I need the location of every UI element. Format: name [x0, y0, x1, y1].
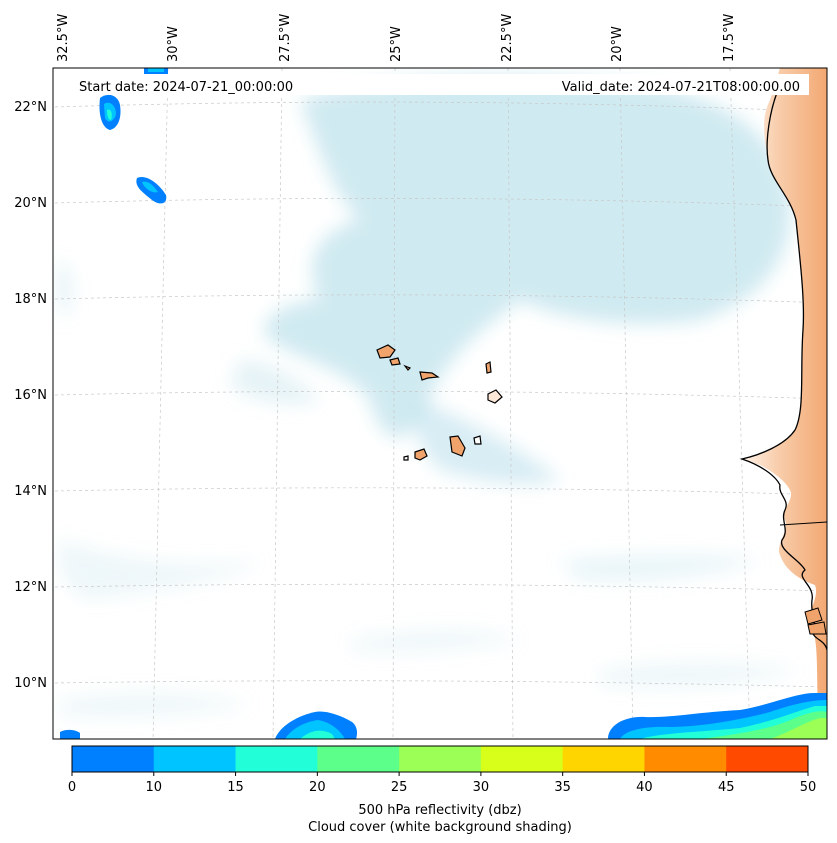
colorbar-segment — [726, 746, 809, 772]
colorbar-segment — [399, 746, 482, 772]
lon-label-27-5w: 27.5°W — [278, 14, 293, 62]
colorbar: 0 10 15 20 25 30 35 40 45 50 — [68, 745, 817, 795]
colorbar-title: 500 hPa reflectivity (dbz) — [358, 803, 521, 818]
lat-label-16n: 16°N — [14, 388, 47, 403]
colorbar-tick-label: 0 — [68, 780, 76, 795]
colorbar-tick-label: 50 — [800, 780, 817, 795]
lat-label-12n: 12°N — [14, 580, 47, 595]
colorbar-segment — [644, 746, 727, 772]
lon-label-25w: 25°W — [389, 26, 404, 62]
colorbar-tick-label: 25 — [391, 780, 408, 795]
gridlines — [54, 68, 827, 739]
reflectivity-echoes — [60, 68, 827, 739]
colorbar-segment — [562, 746, 645, 772]
colorbar-tick-label: 15 — [227, 780, 244, 795]
gambia-river — [779, 521, 827, 526]
colorbar-tick-label: 35 — [554, 780, 571, 795]
africa-coast-land — [742, 68, 827, 739]
map-frame — [52, 67, 828, 740]
colorbar-segment — [72, 746, 155, 772]
start-date-text: Start date: 2024-07-21_00:00:00 — [79, 80, 293, 95]
colorbar-segment — [480, 746, 564, 772]
lon-label-20w: 20°W — [610, 26, 625, 62]
colorbar-tick-label: 40 — [636, 780, 653, 795]
colorbar-segment — [153, 746, 237, 772]
lat-label-18n: 18°N — [14, 292, 47, 307]
lat-label-20n: 20°N — [14, 196, 47, 211]
colorbar-segment — [317, 746, 400, 772]
colorbar-segment — [235, 746, 318, 772]
lat-label-10n: 10°N — [14, 676, 47, 691]
cloud-cover-shading — [56, 76, 800, 717]
colorbar-frame — [71, 745, 809, 773]
lat-label-22n: 22°N — [14, 100, 47, 115]
lat-label-14n: 14°N — [14, 484, 47, 499]
lon-label-22-5w: 22.5°W — [500, 14, 515, 62]
cape-verde-islands — [376, 344, 503, 461]
date-header-band — [71, 74, 809, 95]
lon-label-32-5w: 32.5°W — [56, 14, 71, 62]
guinea-bissau-islands — [804, 607, 827, 635]
africa-coastline — [739, 89, 827, 651]
colorbar-tick-label: 30 — [473, 780, 490, 795]
latitude-labels: 22°N 20°N 18°N 16°N 14°N 12°N 10°N — [14, 100, 47, 691]
lon-label-30w: 30°W — [166, 26, 181, 62]
colorbar-tick-label: 45 — [718, 780, 735, 795]
lon-label-17-5w: 17.5°W — [722, 14, 737, 62]
colorbar-tick-label: 20 — [309, 780, 326, 795]
colorbar-tick-label: 10 — [146, 780, 163, 795]
colorbar-subtitle: Cloud cover (white background shading) — [308, 820, 572, 835]
valid-date-text: Valid_date: 2024-07-21T08:00:00.00 — [562, 80, 800, 95]
longitude-labels: 32.5°W 30°W 27.5°W 25°W 22.5°W 20°W 17.5… — [56, 14, 737, 62]
